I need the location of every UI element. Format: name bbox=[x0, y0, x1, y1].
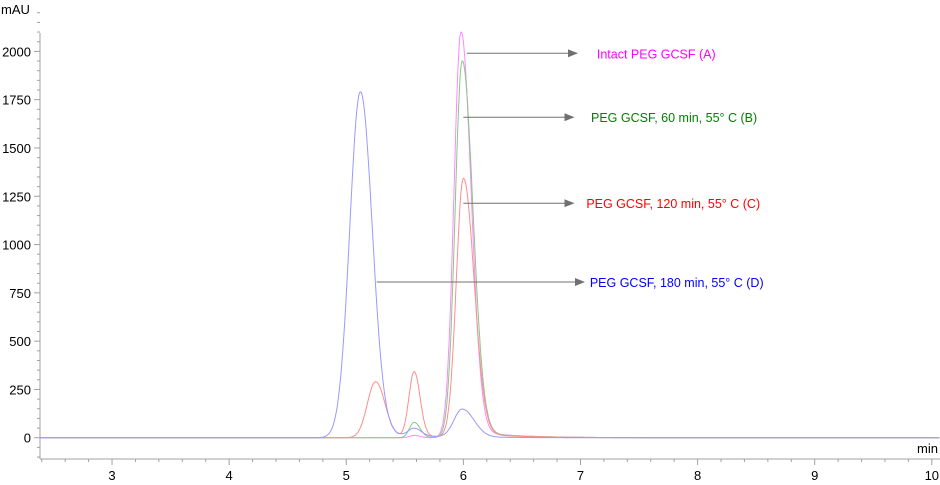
y-axis-label: mAU bbox=[1, 2, 30, 17]
x-tick-label: 5 bbox=[343, 468, 350, 483]
trace-c bbox=[40, 177, 940, 439]
annotation-label-b: PEG GCSF, 60 min, 55° C (B) bbox=[591, 111, 757, 125]
x-tick-label: 8 bbox=[694, 468, 701, 483]
y-tick-label: 0 bbox=[24, 431, 31, 446]
traces bbox=[40, 31, 940, 439]
annotation-label-c: PEG GCSF, 120 min, 55° C (C) bbox=[586, 197, 760, 211]
y-tick-label: 500 bbox=[9, 334, 31, 349]
x-tick-label: 6 bbox=[460, 468, 467, 483]
annotation-label-a: Intact PEG GCSF (A) bbox=[597, 47, 716, 61]
x-axis-label: min bbox=[917, 441, 938, 456]
x-tick-label: 4 bbox=[226, 468, 233, 483]
y-tick-label: 750 bbox=[9, 286, 31, 301]
y-tick-label: 1250 bbox=[2, 189, 31, 204]
y-tick-label: 1000 bbox=[2, 238, 31, 253]
axes: 0 250 500 750 1000 1250 1500 1750 2000 3 4 5 6 7 8 9 10 bbox=[2, 12, 940, 483]
x-tick-label: 9 bbox=[811, 468, 818, 483]
y-tick-label: 1500 bbox=[2, 141, 31, 156]
trace-a bbox=[40, 31, 940, 439]
x-tick-label: 7 bbox=[577, 468, 584, 483]
trace-d bbox=[40, 91, 940, 439]
y-tick-label: 2000 bbox=[2, 44, 31, 59]
x-tick-label: 10 bbox=[925, 468, 939, 483]
y-tick-label: 1750 bbox=[2, 93, 31, 108]
x-tick-label: 3 bbox=[108, 468, 115, 483]
annotations: Intact PEG GCSF (A) PEG GCSF, 60 min, 55°… bbox=[376, 47, 764, 290]
y-tick-label: 250 bbox=[9, 382, 31, 397]
annotation-label-d: PEG GCSF, 180 min, 55° C (D) bbox=[590, 276, 764, 290]
